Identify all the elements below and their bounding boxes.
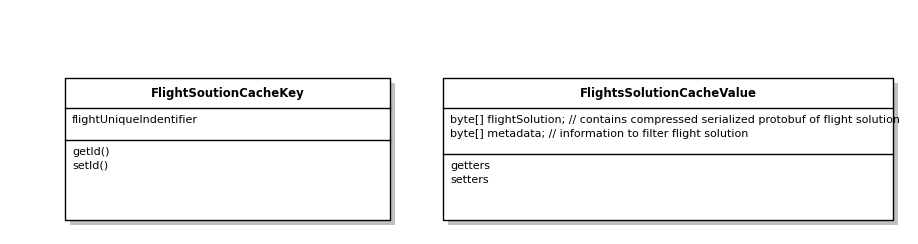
Text: getters
setters: getters setters	[450, 161, 490, 185]
Text: getId()
setId(): getId() setId()	[72, 147, 109, 171]
Bar	[65, 78, 390, 220]
Bar	[70, 83, 395, 225]
Text: FlightsSolutionCacheValue: FlightsSolutionCacheValue	[579, 87, 756, 100]
Bar	[443, 78, 893, 220]
Text: FlightSoutionCacheKey: FlightSoutionCacheKey	[151, 87, 305, 100]
Text: byte[] flightSolution; // contains compressed serialized protobuf of flight solu: byte[] flightSolution; // contains compr…	[450, 115, 900, 139]
Text: flightUniqueIndentifier: flightUniqueIndentifier	[72, 115, 198, 125]
Bar	[448, 83, 898, 225]
